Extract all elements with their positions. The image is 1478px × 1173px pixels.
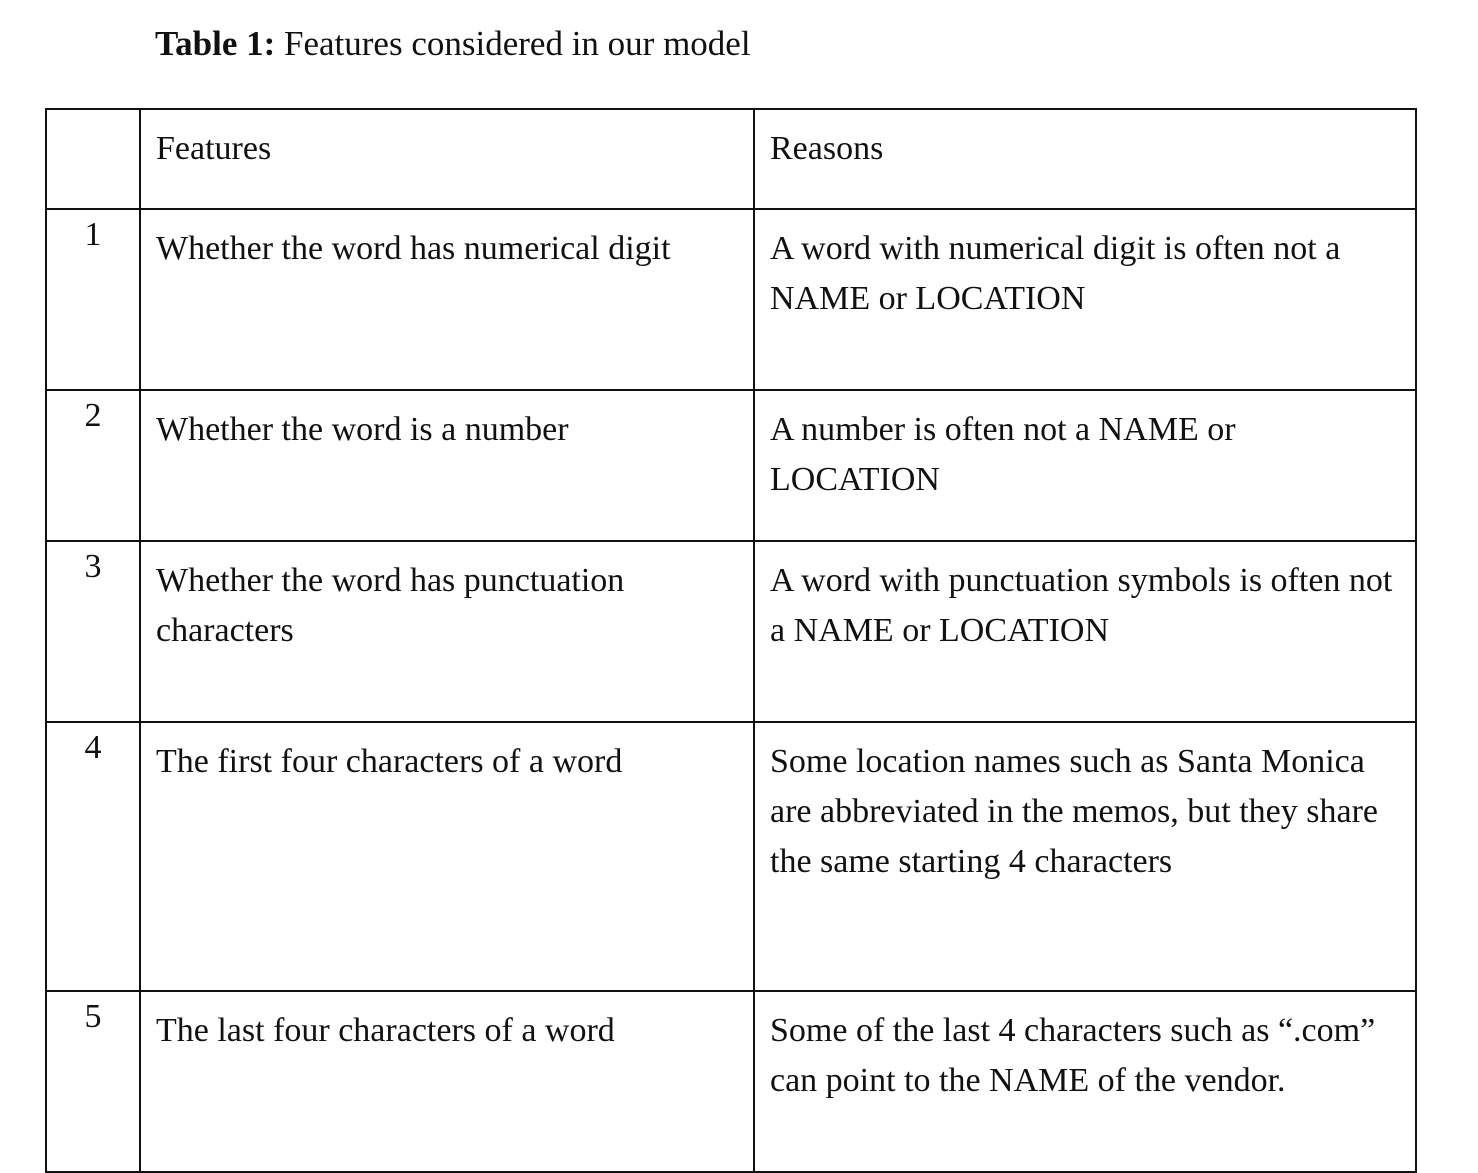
row-index-cell: 1 (45, 208, 141, 391)
feature-cell: The first four characters of a word (139, 721, 755, 992)
table-caption-text: Features considered in our model (275, 24, 751, 63)
feature-cell: The last four characters of a word (139, 990, 755, 1173)
reason-text: A word with numerical digit is often not… (770, 230, 1341, 317)
features-table: Features Reasons 1 Whether the word has … (45, 108, 1417, 1173)
feature-cell: Whether the word is a number (139, 389, 755, 542)
feature-cell: Whether the word has punctuation charact… (139, 540, 755, 723)
reason-cell: Some of the last 4 characters such as “.… (753, 990, 1417, 1173)
feature-cell: Whether the word has numerical digit (139, 208, 755, 391)
header-reasons-label: Reasons (770, 130, 884, 167)
row-index-cell: 5 (45, 990, 141, 1173)
feature-text: Whether the word is a number (156, 411, 569, 448)
reason-text: Some of the last 4 characters such as “.… (770, 1012, 1376, 1099)
table-caption-label: Table 1: (155, 24, 276, 63)
table-row: 5 The last four characters of a word Som… (45, 990, 1417, 1173)
table-header-row: Features Reasons (45, 108, 1417, 210)
feature-text: The last four characters of a word (156, 1012, 615, 1049)
row-index-cell: 2 (45, 389, 141, 542)
header-reasons-cell: Reasons (753, 108, 1417, 210)
reason-cell: A number is often not a NAME or LOCATION (753, 389, 1417, 542)
reason-cell: A word with punctuation symbols is often… (753, 540, 1417, 723)
header-features-cell: Features (139, 108, 755, 210)
reason-text: A word with punctuation symbols is often… (770, 562, 1393, 649)
reason-cell: Some location names such as Santa Monica… (753, 721, 1417, 992)
header-index-cell (45, 108, 141, 210)
table-row: 4 The first four characters of a word So… (45, 721, 1417, 992)
table-row: 3 Whether the word has punctuation chara… (45, 540, 1417, 723)
table-row: 2 Whether the word is a number A number … (45, 389, 1417, 542)
table-caption: Table 1: Features considered in our mode… (155, 22, 751, 66)
row-index-cell: 3 (45, 540, 141, 723)
header-features-label: Features (156, 130, 272, 167)
reason-text: A number is often not a NAME or LOCATION (770, 411, 1236, 498)
reason-text: Some location names such as Santa Monica… (770, 743, 1378, 880)
reason-cell: A word with numerical digit is often not… (753, 208, 1417, 391)
feature-text: Whether the word has punctuation charact… (156, 562, 625, 649)
row-index-cell: 4 (45, 721, 141, 992)
feature-text: Whether the word has numerical digit (156, 230, 671, 267)
feature-text: The first four characters of a word (156, 743, 623, 780)
table-row: 1 Whether the word has numerical digit A… (45, 208, 1417, 391)
